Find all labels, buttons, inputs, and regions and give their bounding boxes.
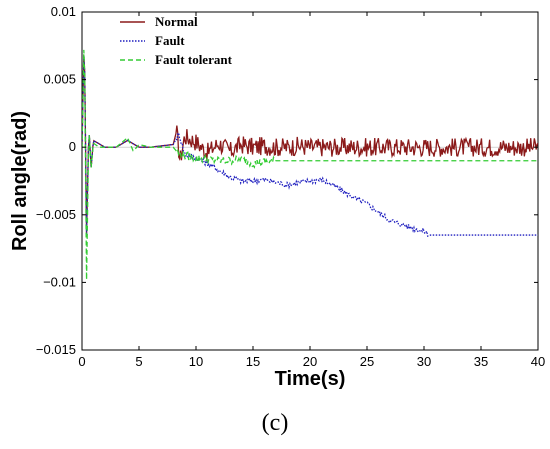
axis-ticks: 0 5 10 15 20 25 30 35 40 −0.015 −0.01 −0.005 0 0.005 0… xyxy=(36,4,545,369)
legend-label: Normal xyxy=(155,14,198,29)
y-tick-label: 0 xyxy=(69,139,76,154)
x-tick-label: 30 xyxy=(417,354,431,369)
x-tick-label: 20 xyxy=(303,354,317,369)
x-tick-label: 0 xyxy=(78,354,85,369)
y-tick-label: −0.015 xyxy=(36,342,76,357)
x-tick-label: 40 xyxy=(531,354,545,369)
x-tick-label: 15 xyxy=(246,354,260,369)
y-tick-label: 0.01 xyxy=(51,4,76,19)
x-tick-label: 35 xyxy=(474,354,488,369)
x-axis-title: Time(s) xyxy=(275,368,346,390)
roll-angle-chart: 0 5 10 15 20 25 30 35 40 −0.015 −0.01 −0.005 0 0.005 0… xyxy=(9,4,545,390)
legend-label: Fault tolerant xyxy=(155,52,233,67)
y-tick-label: −0.01 xyxy=(43,274,76,289)
y-axis-title: Roll angle(rad) xyxy=(9,111,31,251)
legend-label: Fault xyxy=(155,33,185,48)
y-tick-label: 0.005 xyxy=(43,72,76,87)
plot-frame xyxy=(81,11,539,351)
series-layer xyxy=(82,49,538,280)
x-tick-label: 5 xyxy=(135,354,142,369)
x-tick-label: 10 xyxy=(189,354,203,369)
y-tick-label: −0.005 xyxy=(36,207,76,222)
series-line-0 xyxy=(82,55,538,236)
panel-label: (c) xyxy=(261,410,289,436)
series-line-2 xyxy=(82,49,538,280)
x-tick-label: 25 xyxy=(360,354,374,369)
legend: Normal Fault Fault tolerant xyxy=(120,14,233,67)
